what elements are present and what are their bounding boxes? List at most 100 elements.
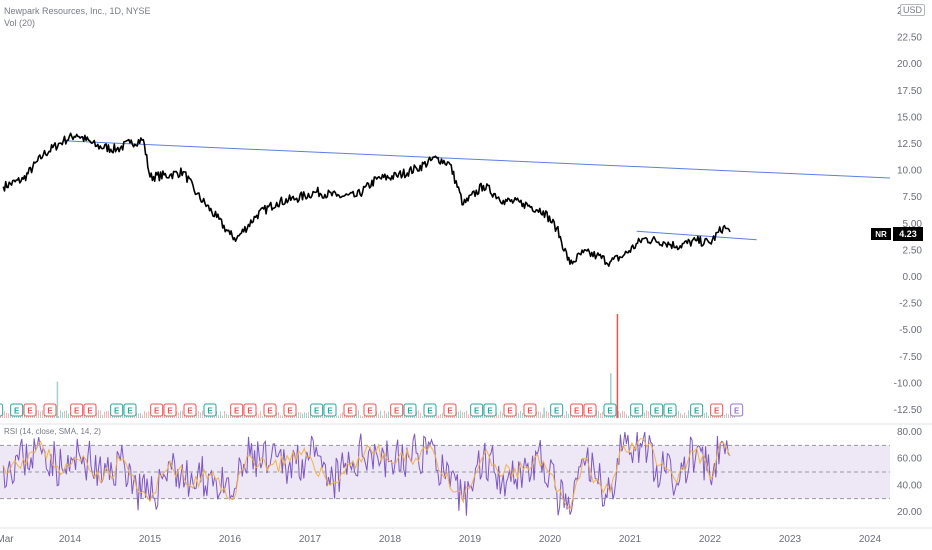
earnings-marker[interactable]: E xyxy=(690,403,704,417)
earnings-marker[interactable]: E xyxy=(70,403,84,417)
volume-bar xyxy=(296,413,297,418)
earnings-marker-letter: E xyxy=(487,407,493,416)
volume-bar xyxy=(626,414,627,418)
volume-bar xyxy=(340,413,341,418)
volume-bar xyxy=(386,413,387,418)
earnings-marker[interactable]: E xyxy=(710,403,724,417)
earnings-marker[interactable]: E xyxy=(43,403,57,417)
volume-bar xyxy=(146,412,147,418)
earnings-marker[interactable]: E xyxy=(323,403,337,417)
earnings-marker[interactable]: E xyxy=(83,403,97,417)
volume-bar xyxy=(322,415,323,418)
price-tick-label: -7.50 xyxy=(899,352,922,363)
earnings-marker-letter: E xyxy=(407,407,413,416)
time-axis[interactable]: Mar 2014 2015 2016 2017 2018 2019 2020 2021 2022 2… xyxy=(0,534,882,545)
earnings-marker[interactable]: E xyxy=(263,403,277,417)
earnings-marker[interactable]: E xyxy=(283,403,297,417)
earnings-marker[interactable]: E xyxy=(183,403,197,417)
volume-bar xyxy=(678,410,679,418)
earnings-marker[interactable]: E xyxy=(123,403,137,417)
volume-bar xyxy=(106,411,107,418)
volume-bar xyxy=(442,413,443,418)
earnings-marker[interactable]: E xyxy=(730,403,744,417)
earnings-marker[interactable]: E xyxy=(0,403,4,417)
trend-line[interactable] xyxy=(63,140,891,179)
earnings-marker[interactable]: E xyxy=(443,403,457,417)
earnings-marker[interactable]: E xyxy=(663,403,677,417)
volume-bar xyxy=(62,411,63,418)
volume-bar xyxy=(244,415,245,418)
volume-bar xyxy=(30,415,31,418)
price-axis[interactable]: 25.0022.5020.0017.5015.0012.5010.007.505… xyxy=(894,6,923,416)
earnings-marker-letter: E xyxy=(14,407,20,416)
earnings-markers[interactable]: EEEEEEEEEEEEEEEEEEEEEEEEEEEEEEEEEEEEEE xyxy=(0,403,744,417)
volume-bar xyxy=(496,412,497,418)
earnings-marker[interactable]: E xyxy=(390,403,404,417)
earnings-marker[interactable]: E xyxy=(470,403,484,417)
earnings-marker[interactable]: E xyxy=(630,403,644,417)
earnings-marker[interactable]: E xyxy=(483,403,497,417)
trend-lines[interactable] xyxy=(63,140,891,241)
earnings-marker[interactable]: E xyxy=(10,403,24,417)
earnings-marker[interactable]: E xyxy=(203,403,217,417)
volume-bar xyxy=(482,414,483,418)
earnings-marker[interactable]: E xyxy=(150,403,164,417)
rsi-legend: RSI (14, close, SMA, 14, 2) xyxy=(4,427,101,436)
currency-label[interactable]: USD xyxy=(900,4,926,16)
volume-bar xyxy=(96,412,97,418)
volume-bar xyxy=(258,414,259,418)
earnings-marker[interactable]: E xyxy=(363,403,377,417)
trend-line[interactable] xyxy=(636,230,757,241)
volume-spike-bar xyxy=(56,381,59,418)
volume-bar xyxy=(216,411,217,418)
earnings-marker-box xyxy=(123,403,137,417)
earnings-marker[interactable]: E xyxy=(603,403,617,417)
earnings-marker-box xyxy=(630,403,644,417)
volume-bar xyxy=(364,415,365,418)
earnings-marker-letter: E xyxy=(187,407,193,416)
symbol-badge-text: NR xyxy=(875,230,887,239)
volume-bar xyxy=(242,415,243,418)
earnings-marker-box xyxy=(203,403,217,417)
volume-bar xyxy=(402,414,403,418)
volume-bar xyxy=(356,413,357,418)
earnings-marker[interactable]: E xyxy=(23,403,37,417)
earnings-marker[interactable]: E xyxy=(650,403,664,417)
earnings-marker[interactable]: E xyxy=(583,403,597,417)
time-tick-label: 2019 xyxy=(459,534,482,545)
earnings-marker[interactable]: E xyxy=(310,403,324,417)
volume-bar xyxy=(420,412,421,418)
earnings-marker[interactable]: E xyxy=(503,403,517,417)
volume-bar xyxy=(198,411,199,418)
volume-bar xyxy=(416,411,417,418)
earnings-marker[interactable]: E xyxy=(243,403,257,417)
time-tick-label: 2018 xyxy=(379,534,402,545)
volume-bar xyxy=(60,410,61,418)
volume-bar xyxy=(694,415,695,418)
earnings-marker-letter: E xyxy=(634,407,640,416)
time-tick-label: 2022 xyxy=(699,534,722,545)
earnings-marker[interactable]: E xyxy=(230,403,244,417)
volume-bar xyxy=(6,412,7,418)
earnings-marker[interactable]: E xyxy=(570,403,584,417)
volume-bar xyxy=(276,412,277,418)
volume-bar xyxy=(602,411,603,418)
earnings-marker[interactable]: E xyxy=(343,403,357,417)
time-tick-label: 2020 xyxy=(539,534,562,545)
volume-bar xyxy=(542,414,543,418)
earnings-marker[interactable]: E xyxy=(163,403,177,417)
earnings-marker-box xyxy=(483,403,497,417)
volume-bar xyxy=(136,413,137,418)
price-tick-label: 17.50 xyxy=(897,86,922,97)
volume-bar xyxy=(80,415,81,418)
earnings-marker[interactable]: E xyxy=(550,403,564,417)
volume-bar xyxy=(472,415,473,418)
volume-bar xyxy=(10,414,11,418)
earnings-marker[interactable]: E xyxy=(110,403,124,417)
earnings-marker[interactable]: E xyxy=(523,403,537,417)
earnings-marker[interactable]: E xyxy=(403,403,417,417)
volume-bar xyxy=(36,410,37,418)
earnings-marker[interactable]: E xyxy=(423,403,437,417)
volume-bar xyxy=(650,415,651,418)
